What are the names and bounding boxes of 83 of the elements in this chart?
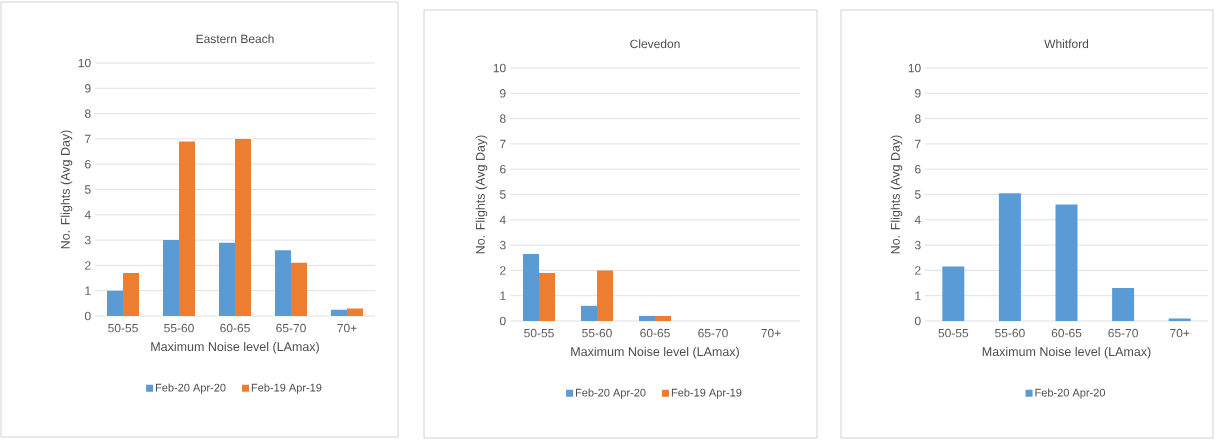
x-tick-label: 55-60 (995, 328, 1025, 338)
legend-label: Feb-19 Apr-19 (251, 383, 322, 394)
bar (998, 193, 1021, 321)
y-tick-label: 4 (84, 210, 91, 219)
y-tick-label: 9 (500, 89, 506, 98)
y-tick-label: 4 (499, 215, 506, 224)
y-tick-label: 7 (915, 139, 921, 149)
x-tick-label: 70+ (761, 328, 781, 338)
y-tick-label: 7 (85, 134, 91, 144)
x-tick-label: 50-55 (938, 328, 969, 338)
bar (235, 138, 252, 316)
x-tick-label: 60-65 (640, 328, 670, 338)
bar (539, 272, 556, 321)
y-tick-label: 6 (500, 164, 506, 174)
bar (163, 240, 180, 316)
x-tick-label: 60-65 (220, 323, 250, 333)
x-axis-title: Maximum Noise level (LAmax) (151, 341, 319, 354)
x-tick-label: 70+ (337, 323, 357, 333)
x-tick-label: 60-65 (1051, 328, 1082, 338)
y-tick-label: 4 (914, 215, 921, 224)
bar (523, 253, 540, 321)
x-axis-title: Maximum Noise level (LAmax) (571, 346, 739, 359)
y-tick-label: 1 (85, 286, 91, 295)
x-tick-label: 65-70 (276, 323, 306, 333)
x-tick-label: 55-60 (582, 328, 612, 338)
y-tick-label: 0 (499, 316, 506, 326)
bar (291, 262, 308, 316)
bar (219, 242, 236, 316)
y-tick-label: 10 (908, 63, 921, 73)
y-tick-label: 6 (915, 164, 921, 174)
bar (331, 309, 348, 316)
y-tick-label: 3 (914, 240, 921, 250)
y-tick-label: 2 (500, 266, 506, 275)
chart-title: Whitford (1044, 39, 1089, 49)
x-tick-label: 70+ (1170, 328, 1190, 338)
legend-label: Feb-20 Apr-20 (1035, 388, 1106, 399)
y-tick-label: 2 (85, 261, 91, 270)
bar (655, 315, 672, 321)
bar (107, 290, 124, 316)
x-tick-label: 55-60 (164, 323, 194, 333)
y-tick-label: 3 (499, 240, 506, 250)
y-tick-label: 0 (914, 316, 921, 326)
y-tick-label: 0 (84, 311, 91, 321)
x-tick-label: 65-70 (698, 328, 728, 338)
chart-title: Clevedon (630, 39, 680, 49)
y-tick-label: 1 (500, 291, 506, 300)
y-tick-label: 3 (84, 235, 91, 245)
legend-label: Feb-20 Apr-20 (575, 388, 646, 399)
bar (639, 315, 656, 321)
y-tick-label: 8 (84, 109, 91, 118)
bar (1112, 288, 1135, 321)
bar (1055, 204, 1078, 321)
y-tick-label: 8 (499, 114, 506, 123)
y-tick-label: 9 (915, 89, 921, 98)
bar (1168, 318, 1191, 321)
x-tick-label: 50-55 (524, 328, 554, 338)
y-axis-title: No. Flights (Avg Day) (475, 135, 488, 254)
bar (597, 270, 614, 321)
bar (179, 141, 196, 316)
y-tick-label: 10 (78, 58, 91, 68)
y-tick-label: 6 (85, 159, 91, 169)
y-tick-label: 7 (500, 139, 506, 149)
x-tick-label: 50-55 (108, 323, 138, 333)
y-axis-title: No. Flights (Avg Day) (60, 130, 73, 249)
bar (942, 266, 965, 321)
chart-title: Eastern Beach (196, 34, 274, 44)
y-tick-label: 5 (914, 190, 921, 199)
y-axis-title: No. Flights (Avg Day) (890, 135, 903, 254)
y-tick-label: 1 (915, 291, 921, 300)
x-tick-label: 65-70 (1108, 328, 1138, 338)
legend-label: Feb-20 Apr-20 (155, 383, 226, 394)
bar (347, 308, 364, 316)
x-axis-title: Maximum Noise level (LAmax) (982, 346, 1151, 359)
bar (123, 272, 140, 316)
bar (275, 250, 292, 316)
legend-label: Feb-19 Apr-19 (671, 388, 742, 399)
y-tick-label: 2 (915, 266, 921, 275)
y-tick-label: 8 (914, 114, 921, 123)
y-tick-label: 5 (84, 185, 91, 194)
y-tick-label: 5 (499, 190, 506, 199)
y-tick-label: 9 (85, 84, 91, 93)
bar (581, 305, 598, 321)
y-tick-label: 10 (493, 63, 506, 73)
